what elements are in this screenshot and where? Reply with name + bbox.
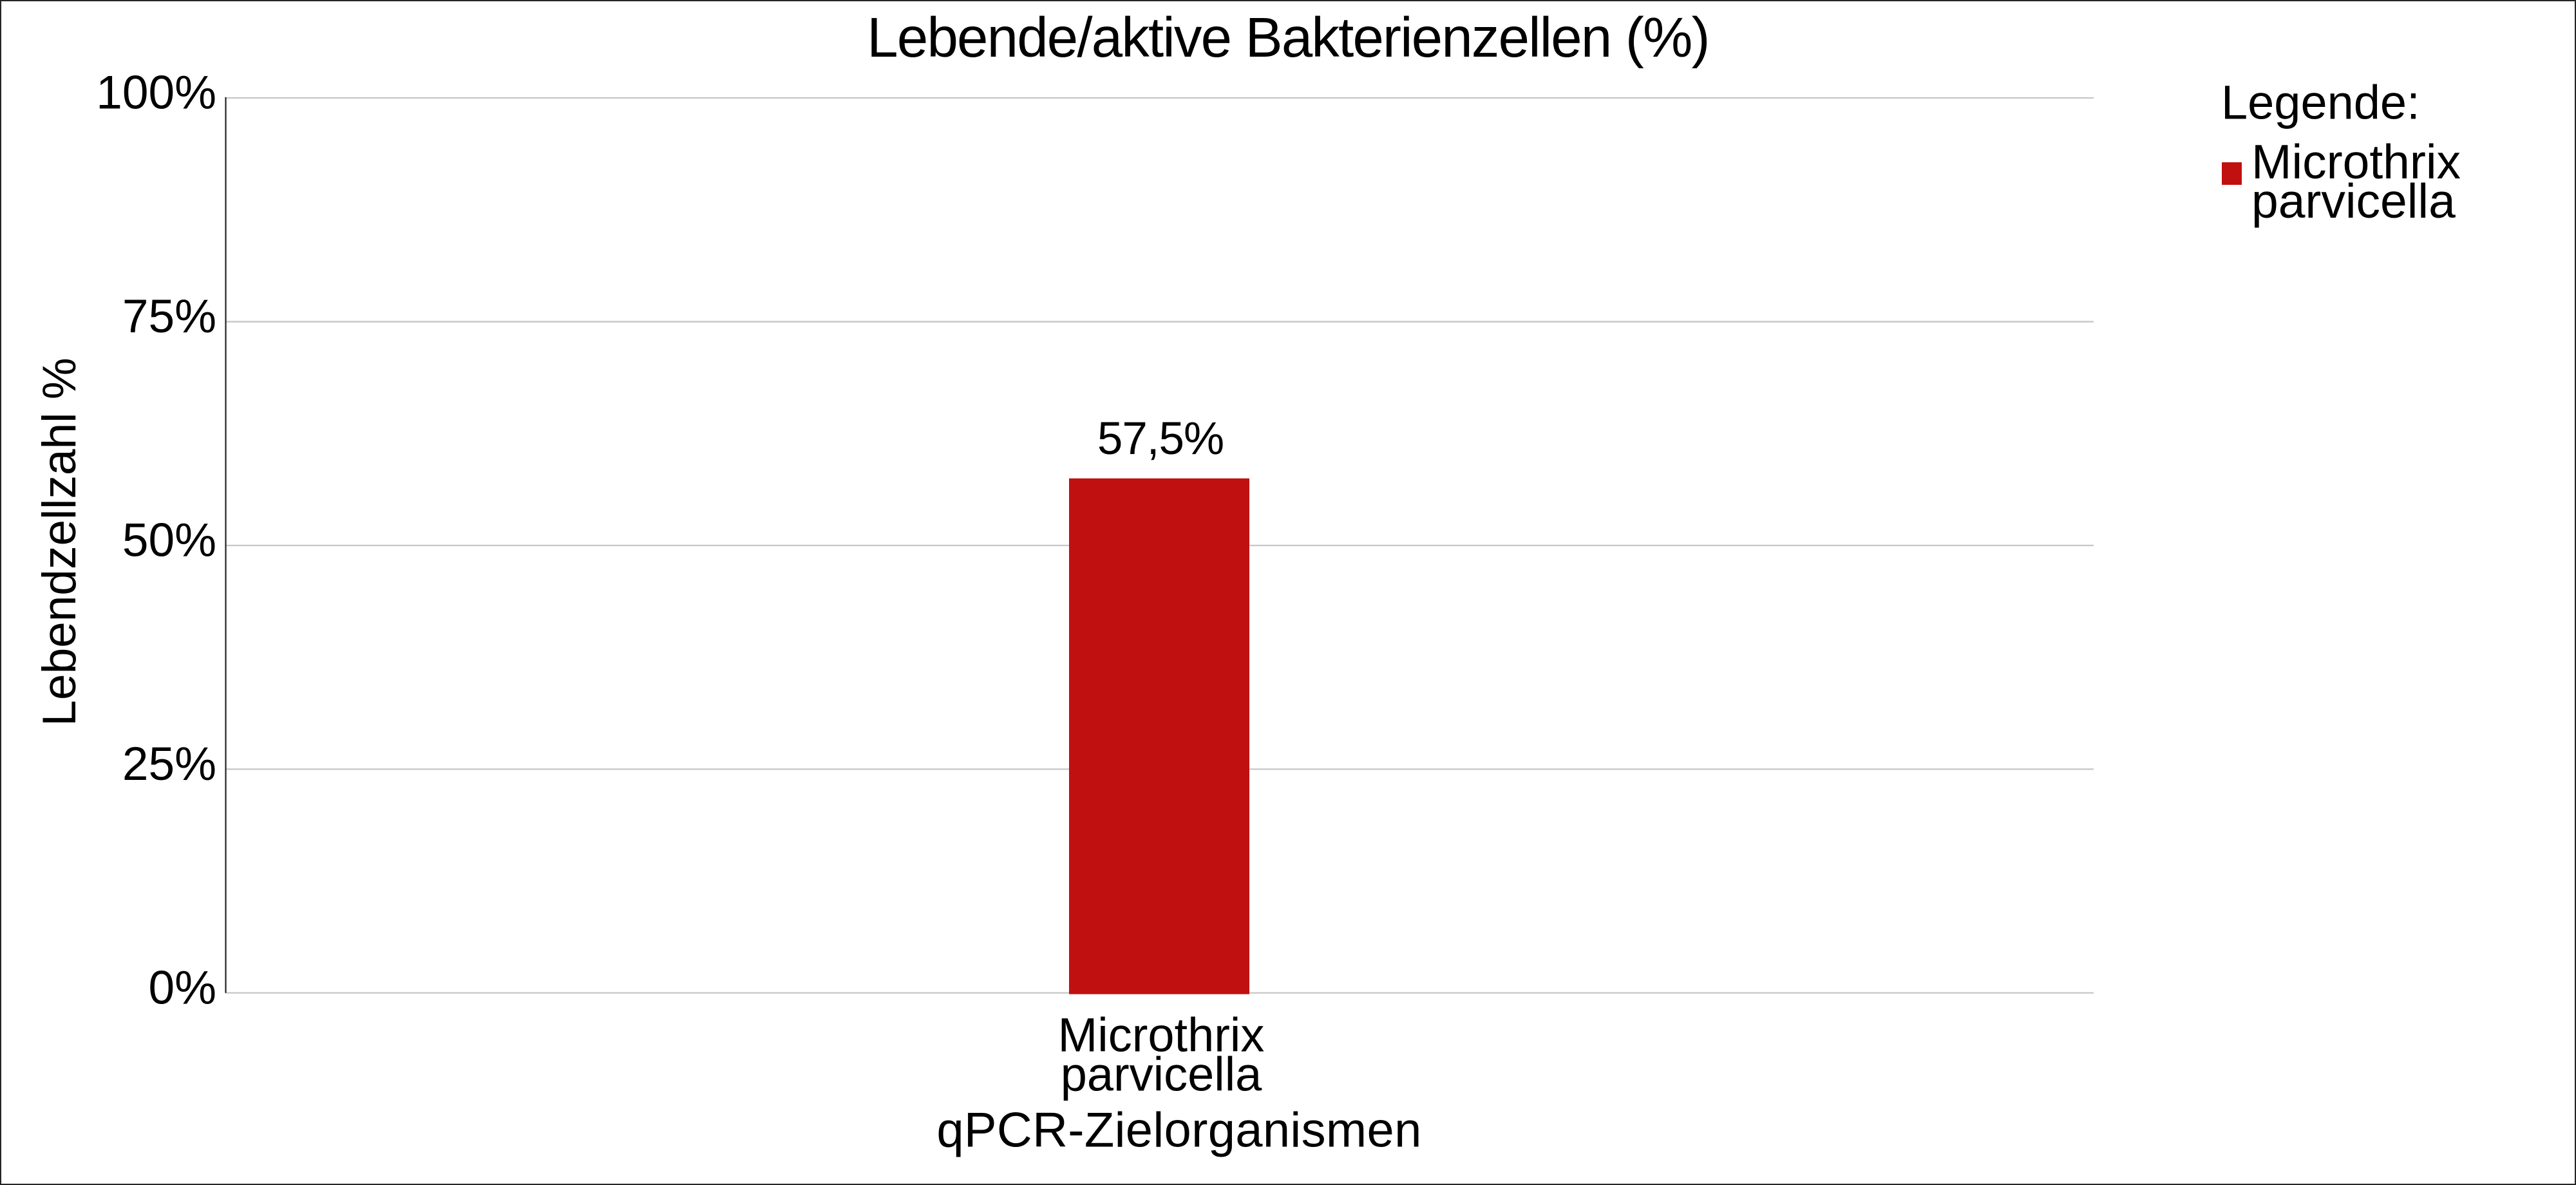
svg-text:parvicella: parvicella (1061, 1048, 1262, 1101)
svg-text:57,5%: 57,5% (1097, 413, 1224, 464)
svg-text:qPCR-Zielorganismen: qPCR-Zielorganismen (936, 1103, 1421, 1158)
svg-text:50%: 50% (122, 515, 216, 567)
svg-text:100%: 100% (96, 67, 216, 119)
svg-text:Legende:: Legende: (2221, 76, 2420, 129)
svg-text:75%: 75% (122, 290, 216, 343)
svg-text:parvicella: parvicella (2251, 174, 2456, 228)
svg-text:Lebendzellzahl %: Lebendzellzahl % (33, 357, 86, 726)
svg-text:Lebende/aktive Bakterienzellen: Lebende/aktive Bakterienzellen (%) (867, 6, 1709, 69)
svg-text:25%: 25% (122, 738, 216, 790)
svg-text:Microthrix: Microthrix (2251, 135, 2461, 189)
svg-text:Microthrix: Microthrix (1058, 1009, 1265, 1062)
svg-text:0%: 0% (148, 962, 216, 1014)
